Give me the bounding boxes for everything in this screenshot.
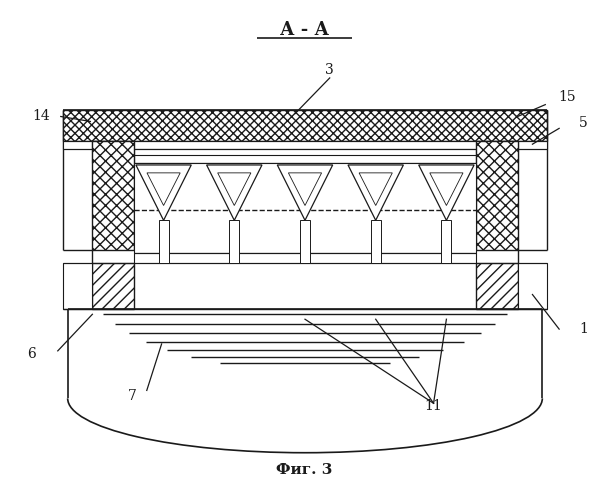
Text: 3: 3 <box>325 63 334 77</box>
Polygon shape <box>430 173 463 206</box>
Bar <box>134 163 476 253</box>
Bar <box>93 141 106 163</box>
Bar <box>93 141 134 250</box>
Polygon shape <box>289 173 322 206</box>
Text: 11: 11 <box>424 399 442 413</box>
Polygon shape <box>206 165 262 220</box>
Text: 1: 1 <box>579 322 588 336</box>
Text: 7: 7 <box>127 390 136 404</box>
Text: 5: 5 <box>579 116 588 130</box>
Text: 15: 15 <box>558 90 576 104</box>
Bar <box>230 220 239 263</box>
Polygon shape <box>348 165 403 220</box>
Bar <box>476 263 518 310</box>
Text: 6: 6 <box>27 347 35 361</box>
Bar <box>93 263 134 310</box>
Bar <box>134 149 476 163</box>
Polygon shape <box>277 165 333 220</box>
Bar <box>300 220 310 263</box>
Bar <box>476 141 518 250</box>
Bar <box>63 110 547 141</box>
Polygon shape <box>136 165 191 220</box>
Bar <box>504 141 518 163</box>
Bar <box>63 141 547 149</box>
Polygon shape <box>359 173 392 206</box>
Bar <box>518 263 547 310</box>
Polygon shape <box>217 173 251 206</box>
Bar <box>63 263 93 310</box>
Polygon shape <box>147 173 180 206</box>
Bar <box>158 220 169 263</box>
Bar <box>442 220 451 263</box>
Bar <box>134 253 476 263</box>
Text: 14: 14 <box>32 110 50 124</box>
Text: А - А: А - А <box>280 22 329 40</box>
Polygon shape <box>419 165 474 220</box>
Bar <box>371 220 381 263</box>
Text: Фиг. 3: Фиг. 3 <box>276 462 333 476</box>
